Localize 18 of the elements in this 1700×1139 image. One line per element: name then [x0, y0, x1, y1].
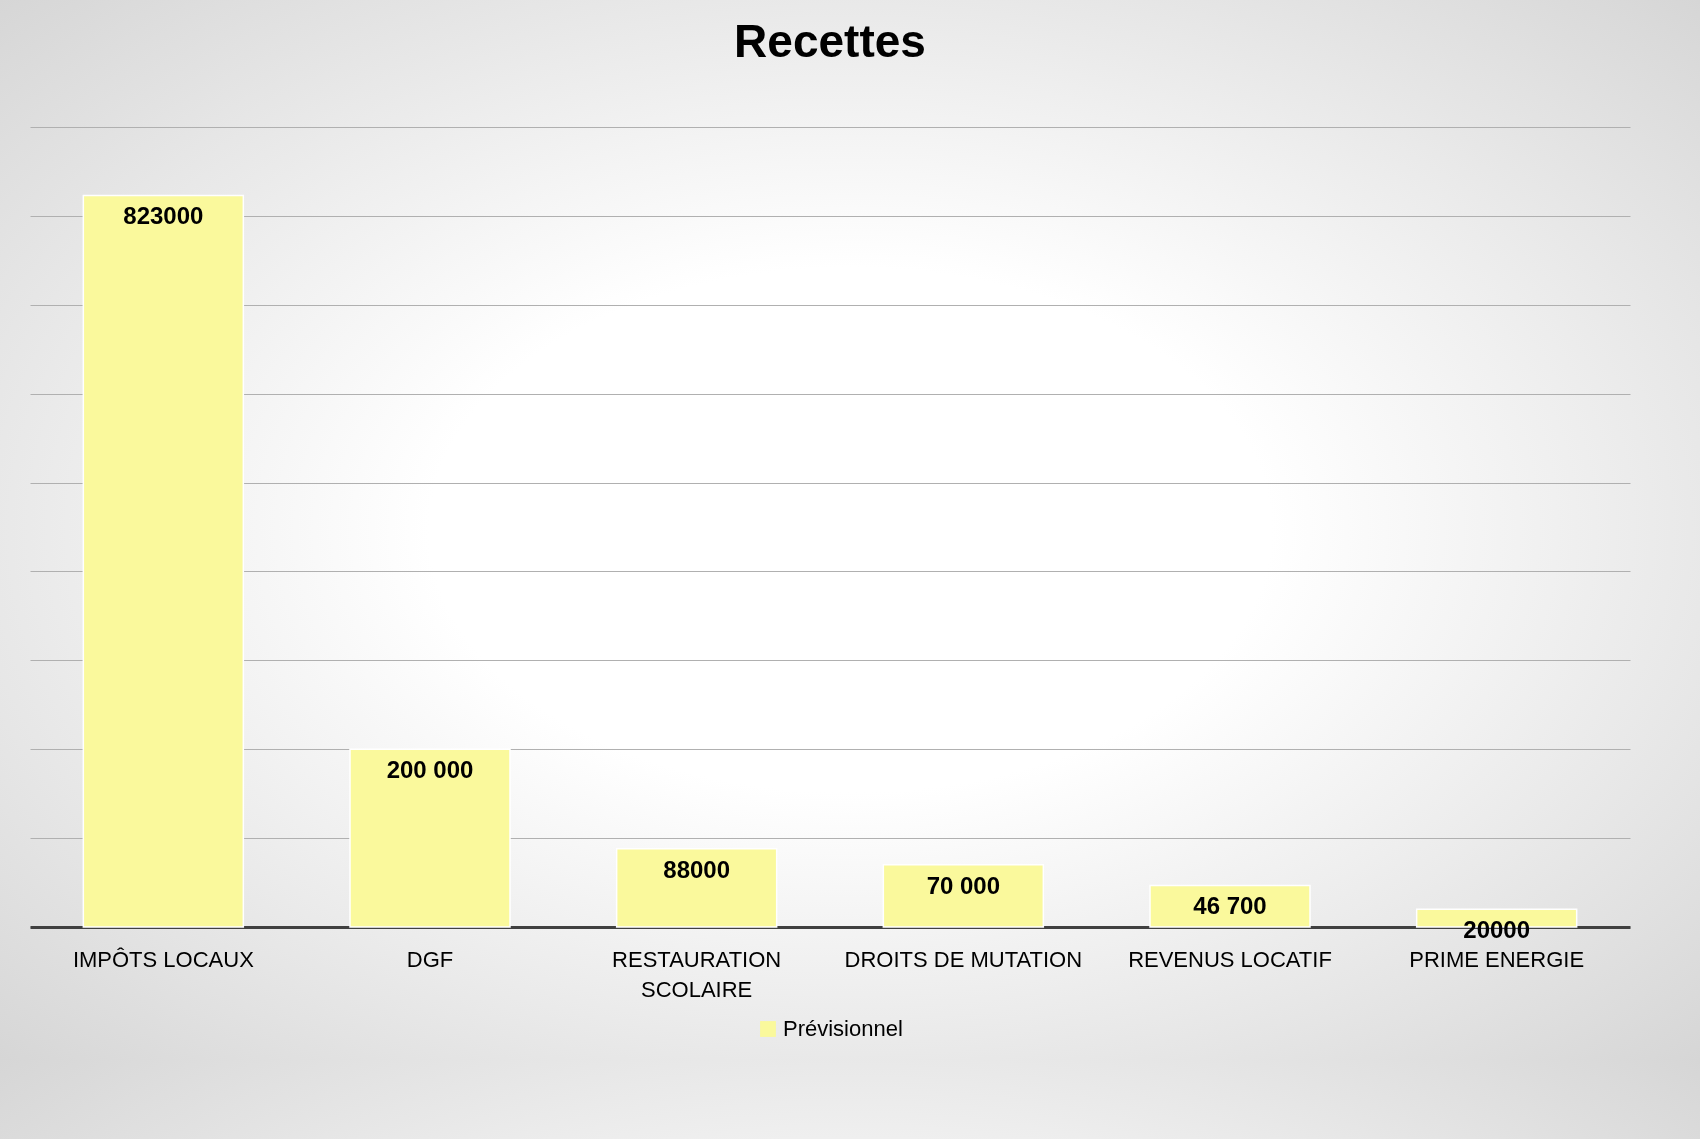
x-tick-label: REVENUS LOCATIF — [1128, 946, 1332, 972]
x-tick-label: DROITS DE MUTATION — [844, 946, 1083, 972]
bar — [349, 748, 511, 928]
data-label: 823000 — [123, 202, 204, 230]
bar — [615, 848, 778, 928]
data-label: 70 000 — [926, 871, 1001, 899]
data-label: 200 000 — [386, 756, 474, 784]
x-tick-label: IMPÔTS LOCAUX — [72, 946, 255, 972]
bar — [1149, 884, 1311, 928]
data-label: 46 700 — [1193, 892, 1267, 920]
chart-title: Recettes — [734, 15, 926, 67]
x-tick-label: RESTAURATION SCOLAIRE — [612, 946, 782, 1002]
bar — [882, 864, 1045, 928]
x-tick-label: DGF — [406, 946, 454, 972]
legend-label: Prévisionnel — [783, 1016, 903, 1041]
data-label: 88000 — [663, 855, 731, 883]
bar — [82, 194, 245, 928]
x-tick-label: PRIME ENERGIE — [1409, 946, 1585, 972]
